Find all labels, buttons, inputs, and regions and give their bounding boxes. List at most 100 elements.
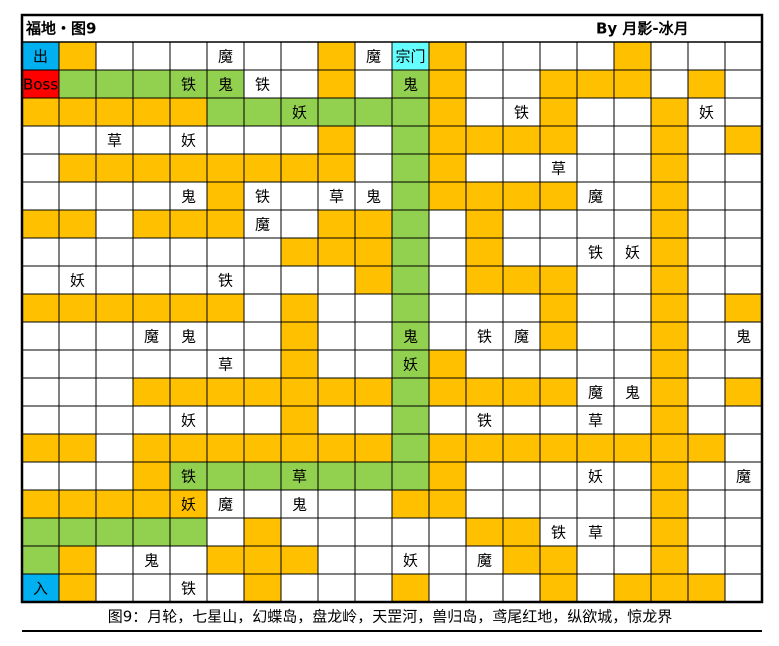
cell-label: 魔 — [144, 328, 159, 346]
map-cell — [280, 545, 319, 575]
map-cell — [650, 209, 689, 239]
map-cell — [391, 405, 430, 435]
map-cell — [391, 573, 430, 603]
map-cell — [428, 349, 467, 379]
cell-label: 妖 — [70, 272, 85, 290]
map-cell — [21, 321, 60, 351]
map-cell — [95, 461, 134, 491]
map-cell — [243, 97, 282, 127]
map-cell — [317, 321, 356, 351]
map-cell — [502, 405, 541, 435]
cell-label: 魔 — [736, 468, 751, 486]
map-cell — [502, 209, 541, 239]
map-cell — [687, 237, 726, 267]
map-cell — [243, 293, 282, 323]
map-cell — [58, 321, 97, 351]
map-cell — [391, 433, 430, 463]
map-cell — [613, 209, 652, 239]
cell-label: 鬼 — [181, 188, 196, 206]
map-cell — [132, 545, 171, 575]
map-cell — [465, 41, 504, 71]
map-cell — [58, 97, 97, 127]
map-cell — [95, 545, 134, 575]
map-cell — [613, 321, 652, 351]
map-cell — [58, 209, 97, 239]
map-cell — [687, 573, 726, 603]
map-cell — [724, 237, 763, 267]
map-cell — [243, 69, 282, 99]
map-cell — [132, 125, 171, 155]
map-cell — [613, 349, 652, 379]
map-cell — [391, 181, 430, 211]
map-cell — [613, 41, 652, 71]
map-cell — [169, 97, 208, 127]
map-cell — [576, 41, 615, 71]
map-cell — [650, 349, 689, 379]
map-cell — [502, 125, 541, 155]
map-cell — [650, 265, 689, 295]
map-cell — [95, 517, 134, 547]
cell-label: 魔 — [477, 552, 492, 570]
map-cell — [354, 349, 393, 379]
map-cell — [354, 181, 393, 211]
cell-label: 铁 — [477, 412, 492, 430]
map-cell — [428, 265, 467, 295]
map-cell — [465, 181, 504, 211]
map-cell — [613, 545, 652, 575]
map-cell — [243, 265, 282, 295]
map-cell — [539, 321, 578, 351]
map-cell — [354, 461, 393, 491]
map-cell — [613, 573, 652, 603]
map-cell — [58, 433, 97, 463]
map-cell — [95, 153, 134, 183]
cell-label: 鬼 — [366, 188, 381, 206]
map-cell — [95, 97, 134, 127]
cell-label: 妖 — [699, 104, 714, 122]
cell-label: 鬼 — [625, 384, 640, 402]
map-cell — [465, 237, 504, 267]
cell-label: 魔 — [255, 216, 270, 234]
map-cell — [280, 69, 319, 99]
map-cell — [687, 545, 726, 575]
cell-label: 鬼 — [218, 76, 233, 94]
map-cell — [243, 349, 282, 379]
map-cell — [280, 265, 319, 295]
map-cell — [317, 405, 356, 435]
map-cell — [280, 405, 319, 435]
map-cell — [280, 517, 319, 547]
map-cell — [576, 125, 615, 155]
map-cell — [650, 69, 689, 99]
map-cell — [21, 461, 60, 491]
cell-label: 铁 — [218, 272, 233, 290]
map-cell — [539, 573, 578, 603]
map-cell — [576, 209, 615, 239]
map-cell — [280, 125, 319, 155]
map-cell — [132, 517, 171, 547]
map-cell — [206, 97, 245, 127]
map-cell — [21, 545, 60, 575]
map-cell — [132, 97, 171, 127]
map-cell — [243, 377, 282, 407]
map-cell — [243, 41, 282, 71]
map-cell — [132, 573, 171, 603]
map-cell — [243, 405, 282, 435]
map-cell — [687, 41, 726, 71]
map-cell — [21, 181, 60, 211]
map-cell — [58, 293, 97, 323]
map-cell — [502, 69, 541, 99]
cell-label: 魔 — [366, 48, 381, 66]
map-cell — [21, 573, 60, 603]
map-cell — [428, 573, 467, 603]
map-cell — [502, 153, 541, 183]
map-cell — [354, 237, 393, 267]
cell-label: 铁 — [588, 244, 603, 262]
map-cell — [428, 293, 467, 323]
map-cell — [465, 461, 504, 491]
cell-label: 草 — [588, 412, 603, 430]
map-cell — [354, 293, 393, 323]
map-cell — [317, 69, 356, 99]
map-cell — [280, 321, 319, 351]
map-cell — [465, 209, 504, 239]
map-cell — [21, 153, 60, 183]
